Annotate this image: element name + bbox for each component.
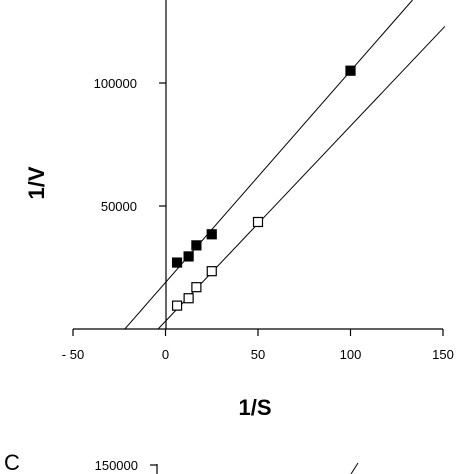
filled-square-point (171, 257, 183, 268)
fit-lines (124, 0, 446, 330)
x-tick-label: 50 (251, 347, 265, 362)
x-tick-label: - 50 (62, 347, 84, 362)
y-tick-label: 50000 (101, 199, 137, 214)
x-tick-label: 150 (432, 347, 454, 362)
filled-square-point (191, 240, 202, 251)
panel-letter: C (4, 450, 20, 474)
open-square-point (252, 216, 264, 228)
x-ticks: - 50 0 50 100 150 (62, 329, 454, 362)
panel-c-fit-line (350, 462, 359, 474)
panel-c-y-tick-label: 150000 (95, 458, 138, 473)
filled-square-point (206, 229, 217, 240)
open-square-point (191, 282, 202, 293)
y-tick-label: 100000 (94, 76, 137, 91)
y-ticks: 50000 100000 (94, 76, 166, 214)
filled-square-point (345, 65, 356, 76)
fit-line (124, 0, 413, 330)
open-square-point (183, 293, 194, 304)
x-tick-label: 100 (340, 347, 362, 362)
filled-square-point (183, 251, 194, 262)
data-points (171, 65, 356, 311)
y-axis-title: 1/V (24, 166, 49, 199)
x-axis-title: 1/S (238, 395, 271, 420)
open-square-point (206, 266, 217, 277)
open-square-point (171, 300, 183, 311)
x-tick-label: 0 (162, 347, 169, 362)
fit-line (157, 26, 446, 330)
